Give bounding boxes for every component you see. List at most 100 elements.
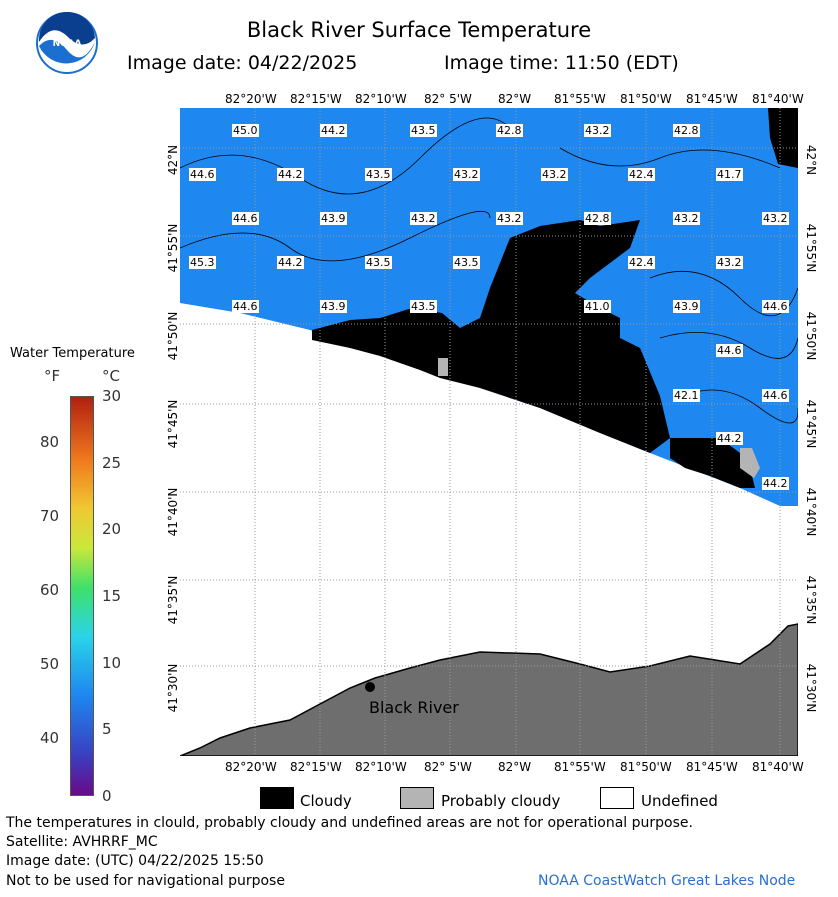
lat-label-left: 41°35'N: [166, 575, 180, 625]
colorbar-title: Water Temperature: [10, 346, 135, 361]
temp-label: 43.5: [410, 124, 437, 137]
temp-label: 43.2: [762, 212, 789, 225]
lon-label-bottom: 81°40'W: [752, 760, 804, 774]
lon-label-top: 82°W: [498, 92, 532, 106]
temp-label: 43.9: [320, 300, 347, 313]
temp-label: 44.6: [762, 300, 789, 313]
temp-label: 42.8: [673, 124, 700, 137]
lat-label-right: 41°40'N: [804, 487, 818, 537]
temp-label: 45.3: [189, 256, 216, 269]
lat-label-right: 41°45'N: [804, 399, 818, 449]
lat-label-left: 41°40'N: [166, 487, 180, 537]
land-area: [179, 623, 799, 757]
temp-label: 44.6: [189, 168, 216, 181]
noaa-logo: NOAA: [36, 11, 98, 74]
colorbar-c-tick: 5: [102, 720, 112, 739]
temp-label: 43.9: [320, 212, 347, 225]
legend-cloudy-swatch: [260, 787, 294, 809]
colorbar-c-tick: 10: [102, 653, 122, 672]
temp-label: 43.2: [541, 168, 568, 181]
colorbar-f-tick: 40: [40, 729, 60, 747]
temp-label: 43.2: [496, 212, 523, 225]
temp-label: 43.2: [673, 212, 700, 225]
footer-nav-warning: Not to be used for navigational purpose: [6, 873, 285, 889]
noaa-logo-text: NOAA: [53, 39, 82, 49]
lon-label-bottom: 82°20'W: [225, 760, 277, 774]
lat-label-right: 41°30'N: [804, 663, 818, 713]
temp-label: 42.1: [673, 389, 700, 402]
temp-label: 44.6: [716, 344, 743, 357]
cloud-area: [312, 220, 670, 453]
lat-label-right: 42°N: [804, 144, 818, 176]
lon-label-top: 82°15'W: [290, 92, 342, 106]
lon-label-bottom: 82° 5'W: [424, 760, 472, 774]
lon-label-bottom: 82°15'W: [290, 760, 342, 774]
lat-label-right: 41°55'N: [804, 223, 818, 273]
temp-label: 41.7: [716, 168, 743, 181]
image-date: Image date: 04/22/2025: [127, 52, 358, 74]
colorbar-c-tick: 0: [102, 787, 112, 805]
temp-label: 44.2: [277, 256, 304, 269]
prob-cloud-area-2: [740, 448, 760, 478]
lat-label-left: 41°55'N: [166, 223, 180, 273]
temp-label: 44.6: [232, 212, 259, 225]
temp-label: 44.2: [716, 432, 743, 445]
lon-label-bottom: 81°45'W: [686, 760, 738, 774]
place-label-black-river: Black River: [369, 698, 459, 717]
legend-undefined-swatch: [600, 787, 634, 809]
footer-utc-date: Image date: (UTC) 04/22/2025 15:50: [6, 853, 264, 869]
legend-undefined-label: Undefined: [641, 792, 718, 810]
lon-label-bottom: 81°50'W: [620, 760, 672, 774]
temp-label: 43.9: [673, 300, 700, 313]
temp-label: 44.6: [762, 389, 789, 402]
colorbar-unit-f: °F: [44, 367, 61, 385]
temp-label: 42.4: [628, 256, 655, 269]
prob-cloud-area: [438, 358, 448, 376]
map-title: Black River Surface Temperature: [246, 18, 592, 42]
lat-label-right: 41°35'N: [804, 575, 818, 625]
temp-label: 42.4: [628, 168, 655, 181]
temp-label: 44.2: [320, 124, 347, 137]
temp-label: 42.8: [496, 124, 523, 137]
colorbar-c-tick: 15: [102, 587, 122, 605]
temp-label: 43.5: [453, 256, 480, 269]
lon-label-top: 82°20'W: [225, 92, 277, 106]
colorbar-c-tick: 25: [102, 453, 122, 472]
temp-label: 43.2: [410, 212, 437, 225]
temp-label: 44.2: [762, 477, 789, 490]
lon-label-top: 81°45'W: [686, 92, 738, 106]
lon-label-bottom: 82°10'W: [355, 760, 407, 774]
lon-label-top: 81°40'W: [752, 92, 804, 106]
lon-label-top: 81°50'W: [620, 92, 672, 106]
lon-label-bottom: 81°55'W: [554, 760, 606, 774]
colorbar-f-tick: 60: [40, 581, 60, 599]
temp-label: 45.0: [232, 124, 259, 137]
temp-label: 41.0: [584, 300, 611, 313]
lat-label-left: 41°50'N: [166, 311, 180, 361]
lat-label-right: 41°50'N: [804, 311, 818, 361]
temp-label: 43.5: [410, 300, 437, 313]
lat-label-left: 42°N: [166, 144, 180, 176]
temp-label: 44.6: [232, 300, 259, 313]
map-frame: [179, 108, 799, 757]
cloud-area-ne: [768, 108, 798, 168]
black-river-marker: [365, 682, 375, 692]
lon-label-bottom: 82°W: [498, 760, 532, 774]
footer-credit: NOAA CoastWatch Great Lakes Node: [538, 873, 796, 889]
temp-label: 44.2: [277, 168, 304, 181]
colorbar-f-tick: 50: [40, 655, 60, 673]
colorbar-unit-c: °C: [102, 367, 120, 385]
temp-label: 42.8: [584, 212, 611, 225]
colorbar: [70, 396, 94, 796]
temp-label: 43.5: [365, 256, 392, 269]
legend-prob-cloudy-swatch: [400, 787, 434, 809]
lon-label-top: 81°55'W: [554, 92, 606, 106]
temp-label: 43.5: [365, 168, 392, 181]
footer-satellite: Satellite: AVHRRF_MC: [6, 834, 158, 850]
lat-label-left: 41°45'N: [166, 399, 180, 449]
colorbar-c-tick: 30: [102, 387, 122, 405]
footer-note: The temperatures in clould, probably clo…: [6, 815, 693, 831]
image-time: Image time: 11:50 (EDT): [444, 52, 679, 74]
temp-label: 43.2: [584, 124, 611, 137]
lon-label-top: 82° 5'W: [424, 92, 472, 106]
